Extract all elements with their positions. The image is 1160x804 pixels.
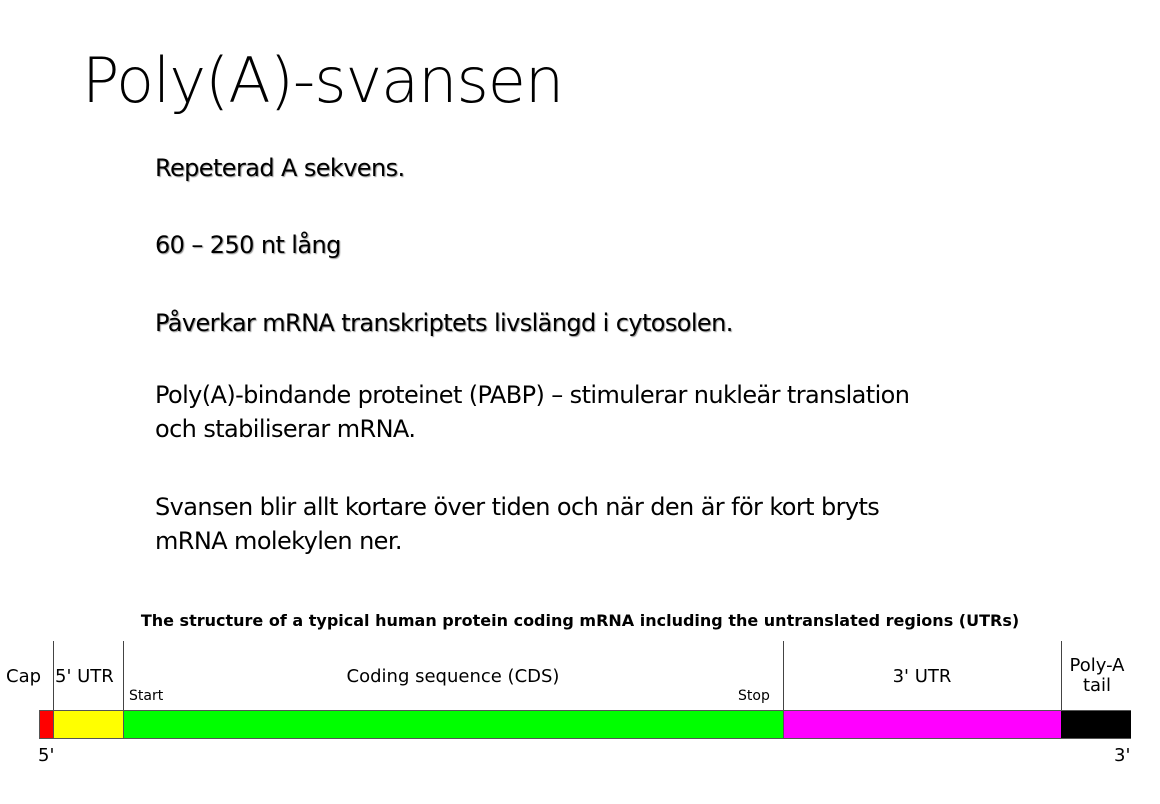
bullet-4: Poly(A)-bindande proteinet (PABP) – stim…: [155, 378, 910, 446]
segment-5utr: [53, 710, 124, 739]
segment-polya: [1061, 710, 1131, 739]
segment-cap: [39, 710, 54, 739]
bullet-5-line-1: Svansen blir allt kortare över tiden och…: [155, 493, 880, 521]
label-3prime: 3': [1114, 745, 1131, 766]
divider-line: [123, 641, 124, 711]
divider-line: [1061, 641, 1062, 711]
bullet-5-line-2: mRNA molekylen ner.: [155, 527, 403, 555]
label-5prime: 5': [38, 745, 55, 766]
bullet-4-line-1: Poly(A)-bindande proteinet (PABP) – stim…: [155, 381, 910, 409]
slide-title: Poly(A)-svansen: [82, 44, 564, 117]
label-start: Start: [129, 688, 164, 704]
segment-cds: [123, 710, 784, 739]
diagram-title: The structure of a typical human protein…: [140, 611, 1020, 630]
label-5utr: 5' UTR: [55, 666, 114, 687]
bullet-1: Repeterad A sekvens.: [155, 154, 405, 182]
label-polya-line-2: tail: [1082, 675, 1112, 696]
label-3utr: 3' UTR: [892, 666, 952, 687]
divider-line: [783, 641, 784, 711]
label-cap: Cap: [6, 666, 42, 687]
label-stop: Stop: [738, 688, 770, 704]
bullet-4-line-2: och stabiliserar mRNA.: [155, 415, 416, 443]
label-polya-line-1: Poly-A: [1069, 655, 1125, 676]
bullet-5: Svansen blir allt kortare över tiden och…: [155, 490, 880, 558]
bullet-2: 60 – 250 nt lång: [155, 231, 341, 259]
label-cds: Coding sequence (CDS): [346, 666, 560, 687]
bullet-3: Påverkar mRNA transkriptets livslängd i …: [155, 309, 733, 337]
divider-line: [53, 641, 54, 711]
label-polya: Poly-A tail: [1061, 656, 1133, 696]
segment-3utr: [783, 710, 1062, 739]
